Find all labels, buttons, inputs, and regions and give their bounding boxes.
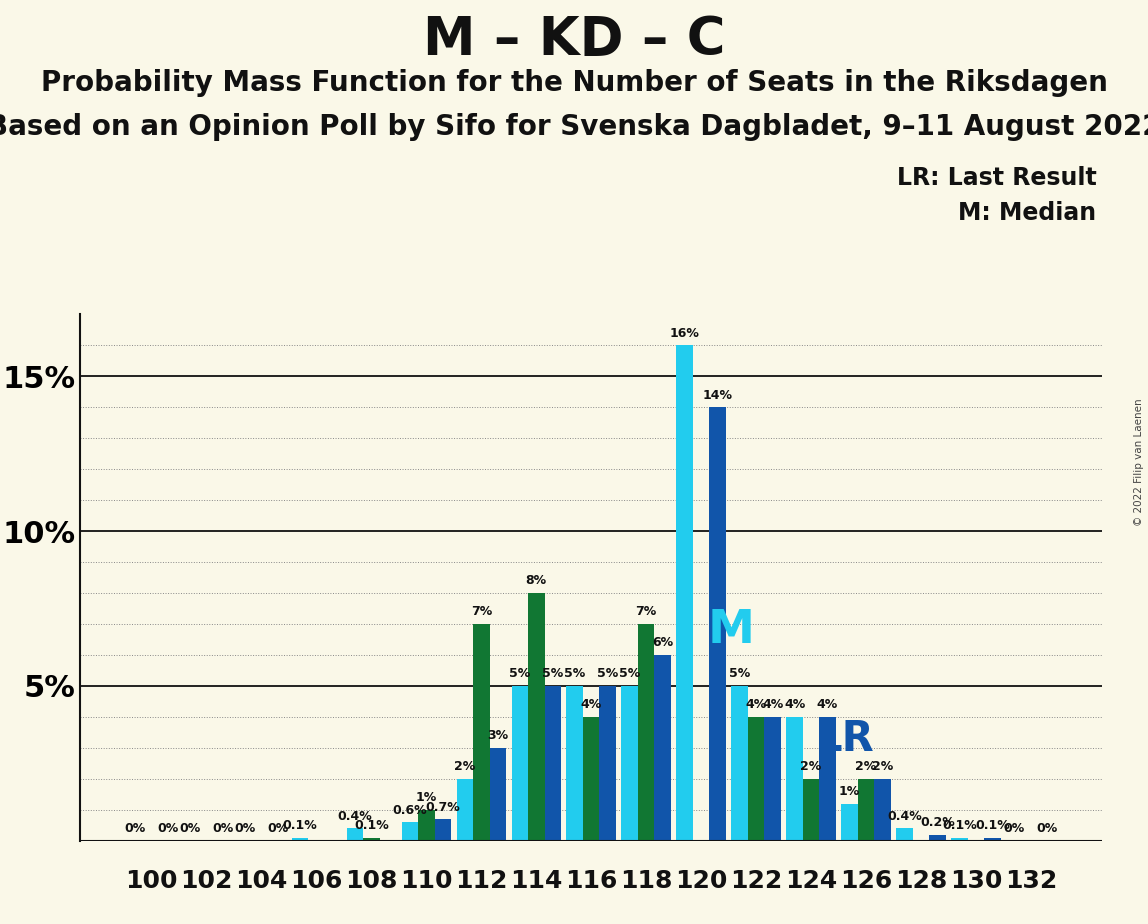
Text: 0%: 0%: [157, 822, 179, 835]
Text: 7%: 7%: [471, 605, 492, 618]
Bar: [676, 346, 693, 841]
Bar: [984, 838, 1001, 841]
Text: 0.1%: 0.1%: [975, 820, 1010, 833]
Text: Based on an Opinion Poll by Sifo for Svenska Dagbladet, 9–11 August 2022: Based on an Opinion Poll by Sifo for Sve…: [0, 113, 1148, 140]
Text: 1%: 1%: [839, 785, 860, 798]
Bar: [292, 838, 308, 841]
Text: 4%: 4%: [745, 699, 767, 711]
Text: 106: 106: [290, 869, 342, 893]
Text: 0%: 0%: [212, 822, 233, 835]
Text: 0%: 0%: [124, 822, 146, 835]
Text: 5%: 5%: [597, 667, 619, 680]
Bar: [457, 779, 473, 841]
Text: 0%: 0%: [1037, 822, 1058, 835]
Text: 7%: 7%: [636, 605, 657, 618]
Text: 8%: 8%: [526, 575, 546, 588]
Text: 128: 128: [894, 869, 947, 893]
Bar: [709, 407, 726, 841]
Text: 0.6%: 0.6%: [393, 804, 427, 817]
Text: 0.1%: 0.1%: [943, 820, 977, 833]
Bar: [435, 820, 451, 841]
Bar: [929, 834, 946, 841]
Text: 0.7%: 0.7%: [426, 800, 460, 813]
Bar: [363, 838, 380, 841]
Text: 132: 132: [1004, 869, 1057, 893]
Bar: [638, 624, 654, 841]
Text: LR: LR: [815, 718, 874, 760]
Text: 2%: 2%: [455, 760, 475, 773]
Text: 3%: 3%: [487, 729, 509, 742]
Text: 116: 116: [565, 869, 618, 893]
Text: 124: 124: [785, 869, 837, 893]
Text: 0.1%: 0.1%: [282, 820, 317, 833]
Text: 0%: 0%: [1003, 822, 1025, 835]
Text: 112: 112: [455, 869, 507, 893]
Text: 0.1%: 0.1%: [354, 820, 389, 833]
Bar: [820, 717, 836, 841]
Text: 4%: 4%: [581, 699, 602, 711]
Bar: [786, 717, 802, 841]
Text: LR: Last Result: LR: Last Result: [897, 166, 1096, 190]
Text: 2%: 2%: [855, 760, 877, 773]
Bar: [528, 593, 544, 841]
Bar: [731, 686, 747, 841]
Text: 1%: 1%: [416, 791, 437, 804]
Text: 4%: 4%: [784, 699, 805, 711]
Bar: [858, 779, 875, 841]
Text: 114: 114: [510, 869, 563, 893]
Bar: [418, 809, 435, 841]
Text: 126: 126: [840, 869, 892, 893]
Text: 0%: 0%: [179, 822, 201, 835]
Bar: [402, 822, 418, 841]
Bar: [841, 804, 858, 841]
Bar: [566, 686, 583, 841]
Bar: [747, 717, 765, 841]
Text: 6%: 6%: [652, 637, 673, 650]
Bar: [347, 829, 363, 841]
Text: 122: 122: [730, 869, 782, 893]
Text: 130: 130: [949, 869, 1002, 893]
Bar: [599, 686, 616, 841]
Text: 110: 110: [401, 869, 452, 893]
Text: 5%: 5%: [619, 667, 641, 680]
Text: 0.4%: 0.4%: [887, 809, 922, 823]
Text: 118: 118: [620, 869, 673, 893]
Text: 0.4%: 0.4%: [338, 809, 372, 823]
Text: 2%: 2%: [871, 760, 893, 773]
Text: 108: 108: [346, 869, 397, 893]
Text: M – KD – C: M – KD – C: [422, 14, 726, 66]
Text: © 2022 Filip van Laenen: © 2022 Filip van Laenen: [1134, 398, 1143, 526]
Text: 0%: 0%: [234, 822, 256, 835]
Text: 5%: 5%: [729, 667, 751, 680]
Text: M: Median: M: Median: [959, 201, 1096, 225]
Text: 2%: 2%: [800, 760, 822, 773]
Text: 0.2%: 0.2%: [920, 816, 955, 829]
Bar: [473, 624, 489, 841]
Bar: [512, 686, 528, 841]
Text: 0%: 0%: [267, 822, 288, 835]
Text: 104: 104: [235, 869, 288, 893]
Bar: [583, 717, 599, 841]
Bar: [621, 686, 638, 841]
Text: 16%: 16%: [669, 326, 699, 339]
Bar: [544, 686, 561, 841]
Text: 4%: 4%: [817, 699, 838, 711]
Text: 5%: 5%: [510, 667, 530, 680]
Bar: [654, 655, 670, 841]
Text: 5%: 5%: [542, 667, 564, 680]
Text: 4%: 4%: [762, 699, 783, 711]
Bar: [952, 838, 968, 841]
Text: M: M: [708, 608, 755, 652]
Text: Probability Mass Function for the Number of Seats in the Riksdagen: Probability Mass Function for the Number…: [40, 69, 1108, 97]
Text: 120: 120: [675, 869, 728, 893]
Bar: [897, 829, 913, 841]
Text: 14%: 14%: [703, 388, 732, 402]
Text: 102: 102: [180, 869, 233, 893]
Bar: [802, 779, 820, 841]
Bar: [765, 717, 781, 841]
Bar: [875, 779, 891, 841]
Bar: [489, 748, 506, 841]
Text: 5%: 5%: [564, 667, 585, 680]
Text: 100: 100: [125, 869, 178, 893]
